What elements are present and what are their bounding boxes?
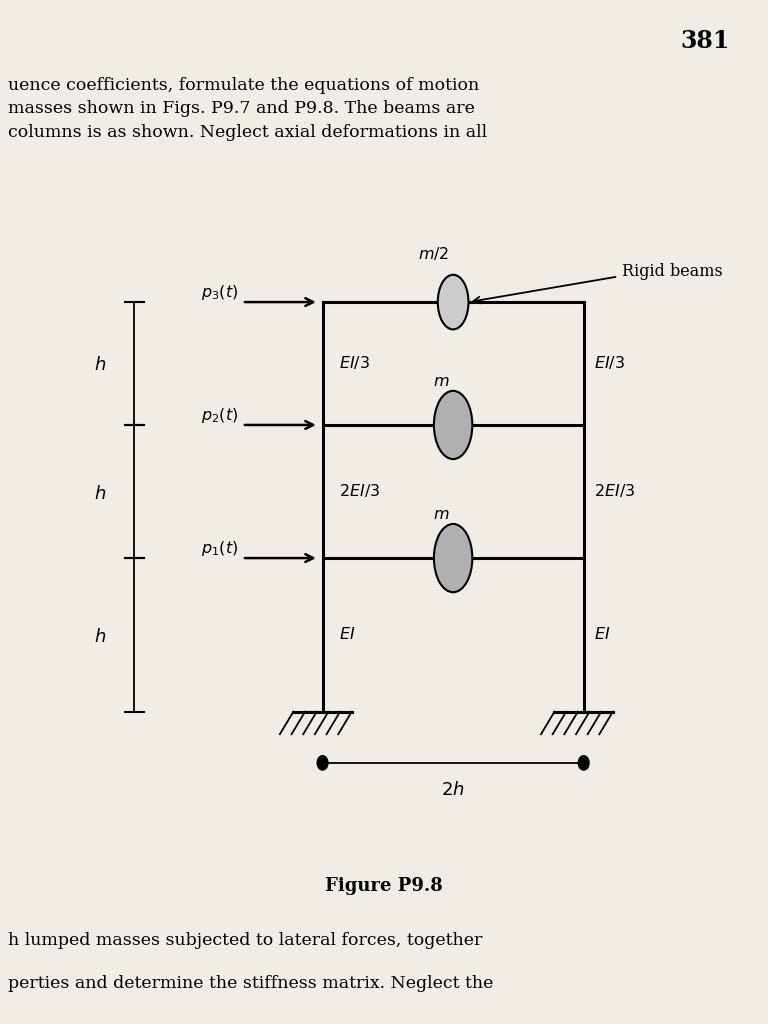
Text: $m$: $m$ bbox=[433, 506, 450, 523]
Text: $EI$: $EI$ bbox=[594, 627, 611, 643]
Text: $EI/3$: $EI/3$ bbox=[339, 355, 370, 372]
Text: perties and determine the stiffness matrix. Neglect the: perties and determine the stiffness matr… bbox=[8, 975, 493, 992]
Text: Figure P9.8: Figure P9.8 bbox=[325, 877, 443, 895]
Text: $h$: $h$ bbox=[94, 628, 106, 646]
Text: Rigid beams: Rigid beams bbox=[622, 263, 723, 280]
Text: $m$: $m$ bbox=[433, 373, 450, 390]
Text: $p_1(t)$: $p_1(t)$ bbox=[201, 540, 238, 558]
Text: $p_2(t)$: $p_2(t)$ bbox=[201, 407, 238, 425]
Text: $h$: $h$ bbox=[94, 484, 106, 503]
Text: $EI$: $EI$ bbox=[339, 627, 356, 643]
Circle shape bbox=[317, 756, 328, 770]
Text: $2EI/3$: $2EI/3$ bbox=[339, 483, 381, 500]
Text: uence coefficients, formulate the equations of motion
masses shown in Figs. P9.7: uence coefficients, formulate the equati… bbox=[8, 77, 487, 140]
Text: 381: 381 bbox=[680, 29, 730, 52]
Text: $h$: $h$ bbox=[94, 355, 106, 374]
Text: $2EI/3$: $2EI/3$ bbox=[594, 483, 636, 500]
Text: $p_3(t)$: $p_3(t)$ bbox=[201, 284, 238, 302]
Text: $2h$: $2h$ bbox=[442, 781, 465, 800]
Ellipse shape bbox=[434, 391, 472, 459]
Circle shape bbox=[578, 756, 589, 770]
Text: $EI/3$: $EI/3$ bbox=[594, 355, 625, 372]
Ellipse shape bbox=[434, 524, 472, 592]
Ellipse shape bbox=[438, 274, 468, 330]
Text: h lumped masses subjected to lateral forces, together: h lumped masses subjected to lateral for… bbox=[8, 932, 482, 949]
Text: $m/2$: $m/2$ bbox=[419, 246, 449, 263]
